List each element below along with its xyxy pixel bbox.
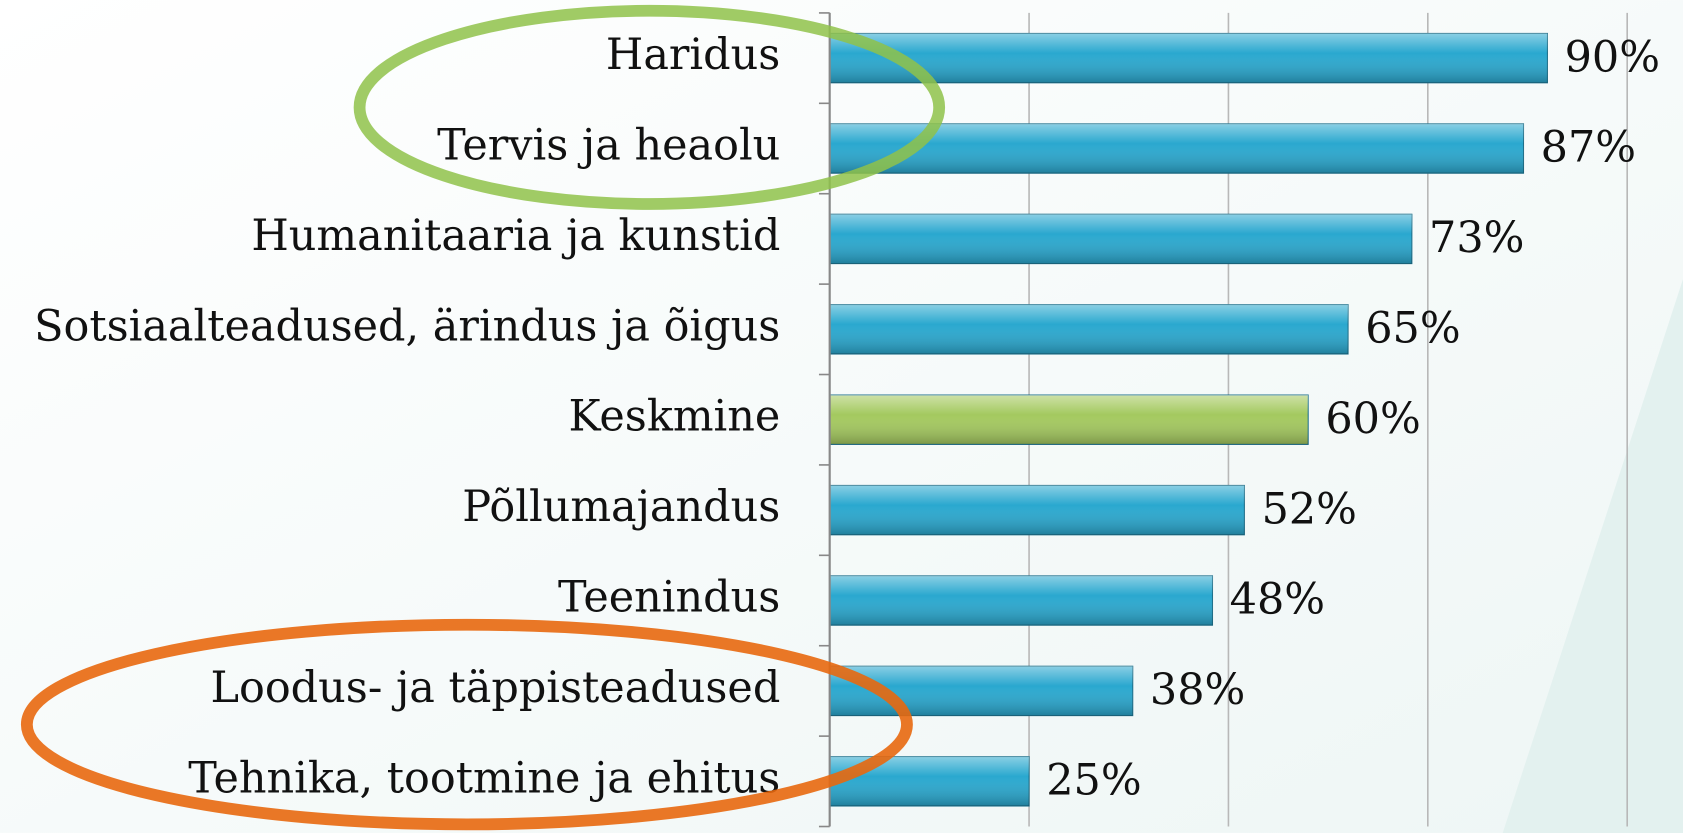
category-label: Tervis ja heaolu bbox=[437, 121, 780, 171]
value-label: 90% bbox=[1565, 32, 1660, 82]
bar-shine bbox=[829, 395, 1309, 445]
category-label: Sotsiaalteadused, ärindus ja õigus bbox=[34, 301, 780, 351]
value-label: 25% bbox=[1046, 755, 1141, 805]
category-label: Teenindus bbox=[558, 573, 780, 623]
bar-shine bbox=[829, 575, 1213, 626]
bar-shine bbox=[829, 123, 1524, 174]
category-label: Loodus- ja täppisteadused bbox=[210, 663, 780, 713]
value-label: 52% bbox=[1262, 484, 1357, 534]
highlight-ellipse bbox=[20, 618, 913, 831]
category-label: Haridus bbox=[606, 30, 780, 80]
highlight-ellipse bbox=[353, 4, 946, 210]
bar-shine bbox=[829, 33, 1548, 83]
value-label: 73% bbox=[1429, 213, 1524, 263]
value-label: 60% bbox=[1325, 394, 1420, 444]
category-label: Keskmine bbox=[568, 392, 780, 442]
value-label: 87% bbox=[1541, 123, 1636, 173]
value-label: 48% bbox=[1230, 575, 1325, 625]
category-label: Põllumajandus bbox=[462, 482, 780, 532]
value-label: 38% bbox=[1150, 665, 1245, 715]
category-label: Humanitaaria ja kunstid bbox=[251, 211, 780, 261]
bar-shine bbox=[829, 304, 1349, 355]
bar-shine bbox=[829, 214, 1412, 264]
value-label: 65% bbox=[1365, 303, 1460, 353]
category-label: Tehnika, tootmine ja ehitus bbox=[188, 753, 780, 803]
bar-shine bbox=[829, 485, 1245, 535]
